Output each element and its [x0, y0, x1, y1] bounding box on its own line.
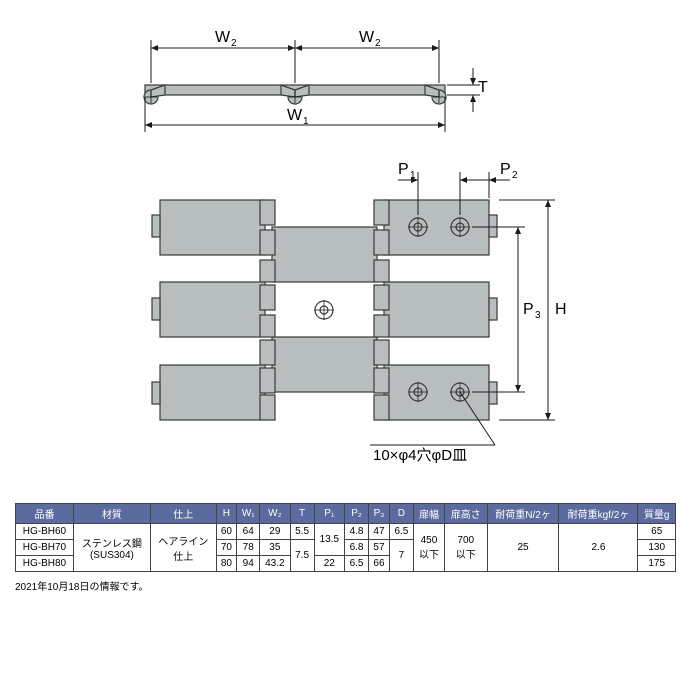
col-loadn: 耐荷重N/2ヶ — [487, 504, 559, 524]
label-t: T — [478, 79, 488, 96]
label-p2: P — [500, 161, 511, 178]
svg-text:3: 3 — [535, 310, 541, 321]
col-pn: 品番 — [16, 504, 74, 524]
spec-table: 品番 材質 仕上 H W₁ W₂ T P₁ P₂ P₃ D 扉幅 扉高さ 耐荷重… — [15, 503, 676, 572]
label-p3: P — [523, 301, 534, 318]
technical-drawing: W2 W2 W1 T — [15, 15, 676, 495]
table-header-row: 品番 材質 仕上 H W₁ W₂ T P₁ P₂ P₃ D 扉幅 扉高さ 耐荷重… — [16, 504, 676, 524]
cell-finish: ヘアライン 仕上 — [150, 524, 216, 572]
col-doorh: 扉高さ — [444, 504, 487, 524]
label-w2-right: W — [359, 29, 375, 46]
col-d: D — [389, 504, 413, 524]
svg-text:1: 1 — [410, 170, 416, 181]
svg-text:1: 1 — [303, 116, 309, 127]
col-w1: W₁ — [237, 504, 260, 524]
col-doorw: 扉幅 — [413, 504, 444, 524]
cell-loadkgf: 2.6 — [559, 524, 638, 572]
label-w1: W — [287, 107, 303, 124]
cell-loadn: 25 — [487, 524, 559, 572]
table-row: HG-BH60 ステンレス鋼 (SUS304) ヘアライン 仕上 60 64 2… — [16, 524, 676, 540]
col-w2: W₂ — [260, 504, 290, 524]
footnote: 2021年10月18日の情報です。 — [15, 578, 676, 593]
label-p1: P — [398, 161, 409, 178]
cell-pn: HG-BH60 — [16, 524, 74, 540]
col-p1: P₁ — [314, 504, 344, 524]
col-p2: P₂ — [345, 504, 369, 524]
label-w2-left: W — [215, 29, 231, 46]
col-loadkgf: 耐荷重kgf/2ヶ — [559, 504, 638, 524]
cell-pn: HG-BH70 — [16, 540, 74, 556]
label-h: H — [555, 301, 567, 318]
hole-callout: 10×φ4穴φD皿 — [373, 447, 467, 464]
side-view: W2 W2 W1 T — [144, 29, 488, 132]
svg-text:2: 2 — [375, 38, 381, 49]
col-finish: 仕上 — [150, 504, 216, 524]
col-h: H — [216, 504, 237, 524]
cell-doorh: 700 以下 — [444, 524, 487, 572]
col-p3: P₃ — [369, 504, 390, 524]
spec-table-wrap: 品番 材質 仕上 H W₁ W₂ T P₁ P₂ P₃ D 扉幅 扉高さ 耐荷重… — [15, 503, 676, 572]
col-material: 材質 — [73, 504, 150, 524]
cell-doorw: 450 以下 — [413, 524, 444, 572]
svg-text:2: 2 — [231, 38, 237, 49]
col-t: T — [290, 504, 314, 524]
cell-pn: HG-BH80 — [16, 556, 74, 572]
cell-material: ステンレス鋼 (SUS304) — [73, 524, 150, 572]
col-mass: 質量g — [638, 504, 676, 524]
svg-text:2: 2 — [512, 170, 518, 181]
front-view: P1 P2 H P3 10×φ4穴φD皿 — [152, 161, 567, 464]
